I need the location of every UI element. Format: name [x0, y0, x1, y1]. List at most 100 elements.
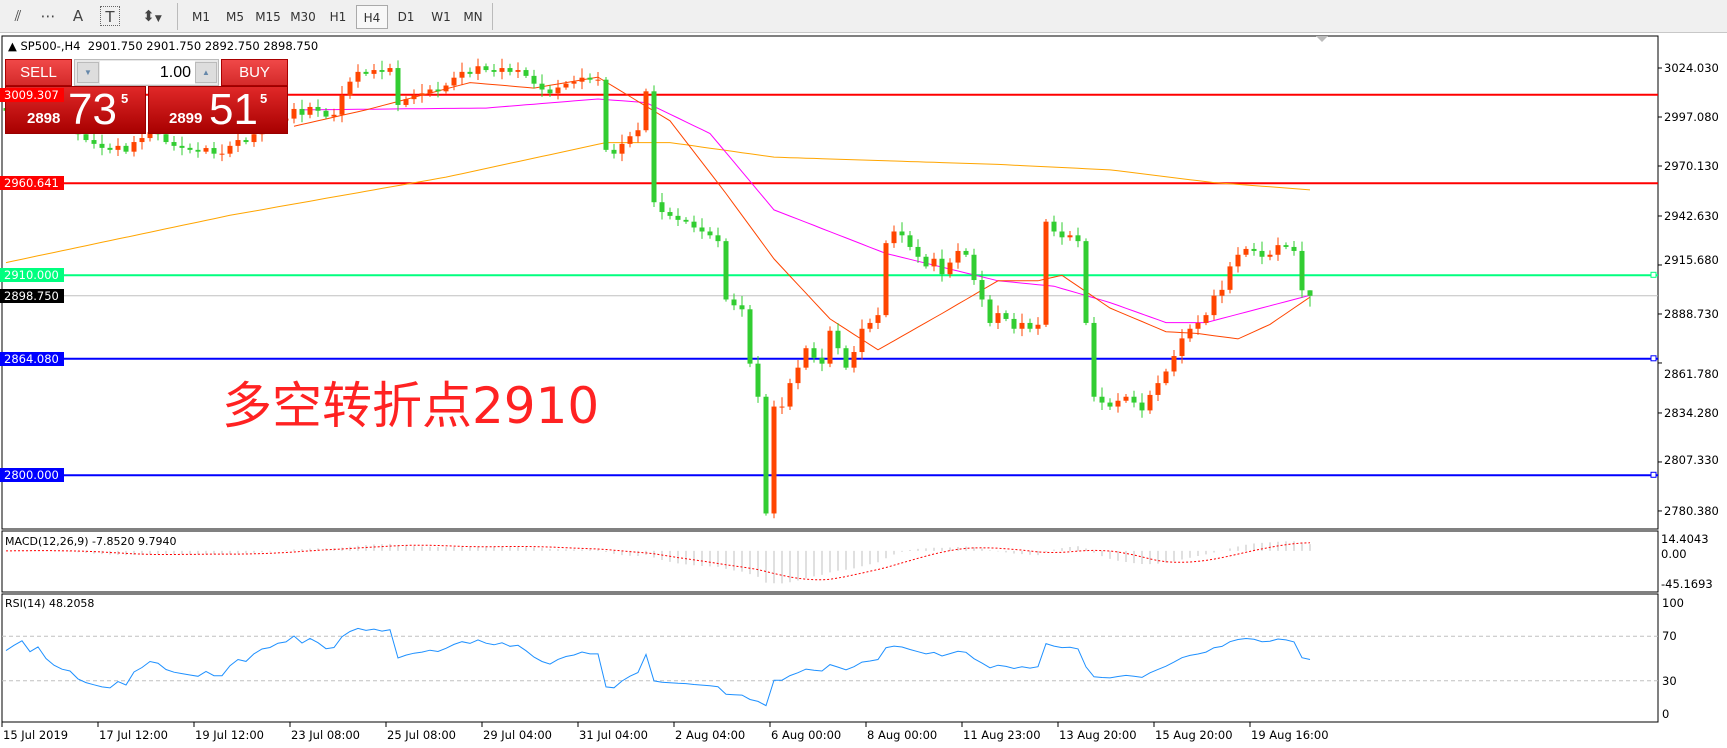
bullish-candle [331, 114, 337, 117]
volume-decrease-button[interactable]: ▼ [77, 62, 99, 83]
tab-w1[interactable]: W1 [431, 10, 451, 24]
level-price-tag: 2960.641 [0, 176, 64, 191]
bearish-candle [1083, 241, 1089, 323]
tab-m30[interactable]: M30 [290, 10, 316, 24]
bearish-candle [763, 396, 769, 514]
bullish-candle [1235, 254, 1241, 267]
bullish-candle [627, 136, 633, 144]
price-tick-label: 2915.680 [1664, 253, 1719, 268]
arrows-dropdown-icon[interactable]: ⬍▼ [134, 6, 170, 26]
sell-price-box[interactable]: 2898 73 5 [5, 85, 146, 134]
time-axis-label: 2 Aug 04:00 [675, 728, 746, 742]
collapse-triangle-icon[interactable]: ▲ [8, 39, 21, 53]
bullish-candle [875, 315, 881, 323]
bearish-candle [1259, 250, 1265, 257]
time-axis-label: 23 Jul 08:00 [291, 728, 360, 742]
time-axis-label: 19 Jul 12:00 [195, 728, 264, 742]
bullish-candle [1155, 383, 1161, 395]
price-pane [1, 35, 1659, 530]
bullish-candle [883, 243, 889, 316]
bearish-candle [587, 77, 593, 80]
bearish-candle [699, 227, 705, 232]
bullish-candle [251, 134, 257, 143]
bearish-candle [987, 299, 993, 323]
bullish-candle [579, 77, 585, 82]
bullish-candle [1019, 322, 1025, 329]
tab-h1[interactable]: H1 [329, 10, 347, 24]
bullish-candle [1147, 394, 1153, 411]
bearish-candle [971, 254, 977, 281]
bearish-candle [1139, 402, 1145, 411]
fast-moving-average-line [293, 76, 1311, 351]
bearish-candle [915, 246, 921, 257]
rsi-scale-label: 100 [1662, 596, 1684, 610]
bearish-candle [1075, 235, 1081, 242]
bullish-candle [1203, 315, 1209, 323]
bullish-candle [867, 322, 873, 329]
bullish-candle [307, 106, 313, 115]
bearish-candle [315, 106, 321, 111]
price-tick-label: 2970.130 [1664, 158, 1719, 173]
tab-m15[interactable]: M15 [255, 10, 281, 24]
chart-header: ▲ SP500-,H4 2901.750 2901.750 2892.750 2… [8, 39, 318, 53]
time-axis-label: 15 Aug 20:00 [1155, 728, 1233, 742]
bullish-candle [219, 153, 225, 155]
bullish-candle [475, 66, 481, 74]
arrows-icon: ⬍ [142, 7, 155, 25]
bullish-candle [1219, 289, 1225, 296]
bullish-candle [235, 140, 241, 146]
tab-d1[interactable]: D1 [397, 10, 415, 24]
bullish-candle [115, 145, 121, 150]
bearish-candle [91, 140, 97, 144]
bearish-candle [99, 143, 105, 148]
text-icon[interactable]: A [72, 7, 84, 25]
slow-moving-average-line [5, 142, 1311, 264]
sell-button[interactable]: SELL [5, 59, 72, 86]
price-tick-label: 2888.730 [1664, 306, 1719, 321]
bearish-candle [491, 70, 497, 72]
bearish-candle [1299, 250, 1305, 291]
price-tick-label: 2942.630 [1664, 208, 1719, 223]
text-label-icon[interactable]: T [100, 6, 120, 26]
time-axis-label: 11 Aug 23:00 [963, 728, 1041, 742]
bearish-candle [1027, 322, 1033, 329]
bullish-candle [515, 70, 521, 72]
time-axis-label: 15 Jul 2019 [3, 728, 69, 742]
bullish-candle [563, 83, 569, 88]
mid-moving-average-line [301, 98, 1311, 324]
buy-price-box[interactable]: 2899 51 5 [148, 85, 288, 134]
toolbar-separator [492, 3, 493, 30]
bearish-candle [611, 149, 617, 154]
price-tick-label: 2997.080 [1664, 109, 1719, 124]
tab-m5[interactable]: M5 [226, 10, 244, 24]
bullish-candle [1275, 245, 1281, 255]
bearish-candle [1099, 396, 1105, 403]
bullish-candle [1115, 400, 1121, 407]
buy-price-sup: 5 [260, 91, 268, 106]
volume-increase-button[interactable]: ▲ [195, 62, 217, 83]
time-axis-label: 17 Jul 12:00 [99, 728, 168, 742]
fibonacci-icon[interactable]: ⋯ [40, 7, 56, 25]
bullish-candle [1243, 248, 1249, 255]
tab-m1[interactable]: M1 [192, 10, 210, 24]
level-price-tag: 2864.080 [0, 351, 64, 366]
bearish-candle [835, 330, 841, 349]
bullish-candle [443, 85, 449, 92]
bullish-candle [387, 68, 393, 72]
volume-input[interactable] [100, 61, 195, 84]
time-axis-label: 8 Aug 00:00 [867, 728, 938, 742]
tab-mn[interactable]: MN [463, 10, 483, 24]
level-price-tag: 3009.307 [0, 87, 64, 102]
bearish-candle [667, 212, 673, 216]
buy-button[interactable]: BUY [221, 59, 288, 86]
bullish-candle [1227, 266, 1233, 290]
bearish-candle [707, 231, 713, 236]
bearish-candle [547, 89, 553, 94]
bullish-candle [131, 142, 137, 152]
chart-elliott-icon[interactable]: ⫽ [14, 7, 22, 25]
tab-h4[interactable]: H4 [356, 5, 388, 29]
bearish-candle [179, 145, 185, 148]
bearish-candle [1131, 396, 1137, 403]
bid-price-tag: 2898.750 [0, 288, 64, 303]
